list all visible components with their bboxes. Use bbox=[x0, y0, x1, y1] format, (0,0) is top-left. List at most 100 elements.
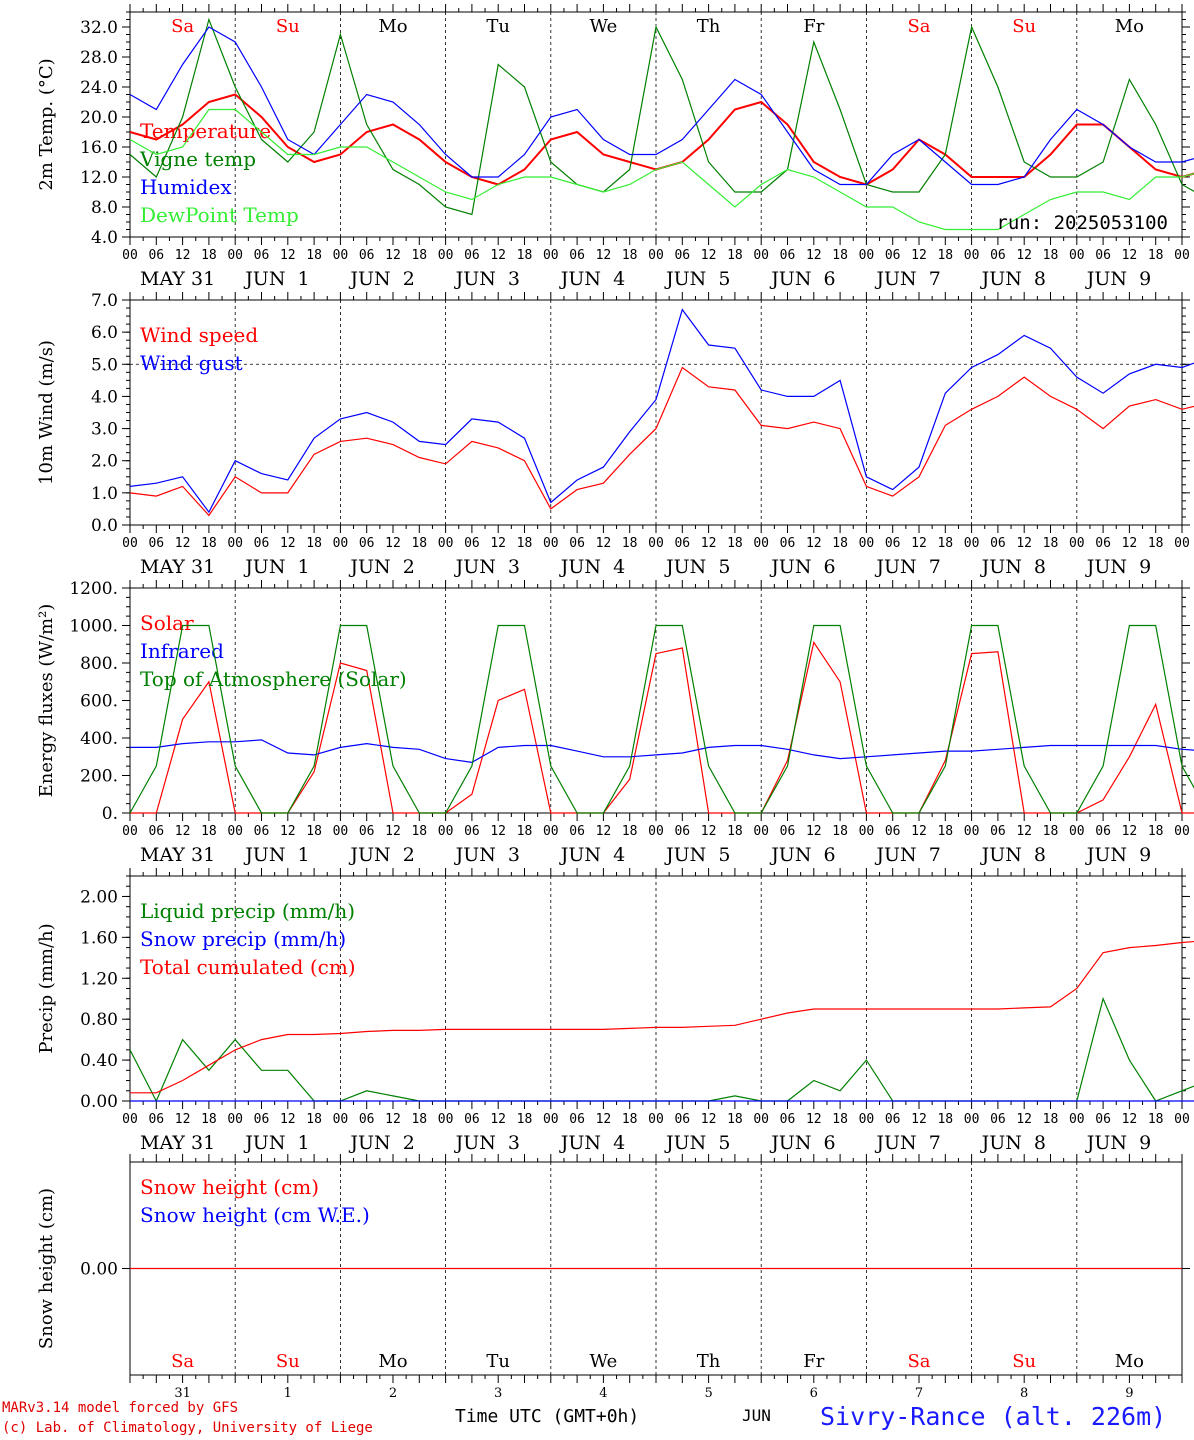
day-name-label: Mo bbox=[1115, 1351, 1144, 1372]
hour-tick-label: 18 bbox=[622, 248, 638, 263]
hour-tick-label: 06 bbox=[569, 824, 585, 839]
y-tick-label: 0. bbox=[102, 804, 118, 824]
hour-tick-label: 12 bbox=[596, 248, 612, 263]
series-line-top-of-atmosphere-solar bbox=[129, 624, 1194, 814]
legend-total-cumulated-cm: Total cumulated (cm) bbox=[140, 955, 356, 979]
day-number-label: 31 bbox=[174, 1386, 191, 1401]
legend-liquid-precip-mm-h: Liquid precip (mm/h) bbox=[140, 899, 355, 923]
hour-tick-label: 00 bbox=[1174, 1112, 1190, 1127]
station-name: Sivry-Rance (alt. 226m) bbox=[820, 1402, 1167, 1431]
hour-tick-label: 06 bbox=[885, 248, 901, 263]
hour-tick-label: 00 bbox=[964, 248, 980, 263]
hour-tick-label: 18 bbox=[517, 1112, 533, 1127]
hour-tick-label: 06 bbox=[569, 248, 585, 263]
day-number-label: 3 bbox=[494, 1386, 502, 1401]
day-name-label: Mo bbox=[378, 16, 407, 37]
date-label: MAY 31 bbox=[140, 1132, 215, 1154]
run-annotation: run: 2025053100 bbox=[996, 212, 1168, 234]
hour-tick-label: 12 bbox=[175, 248, 191, 263]
date-label: JUN 9 bbox=[1085, 1132, 1151, 1154]
y-tick-label: 0.40 bbox=[80, 1051, 118, 1071]
hour-tick-label: 00 bbox=[227, 536, 243, 551]
hour-tick-label: 00 bbox=[1069, 536, 1085, 551]
series-line-total-cumulated-cm bbox=[130, 940, 1194, 1094]
date-label: JUN 1 bbox=[243, 556, 309, 578]
panel-3-frame bbox=[129, 587, 1183, 814]
hour-tick-label: 18 bbox=[1043, 824, 1059, 839]
hour-tick-label: 12 bbox=[1122, 1112, 1138, 1127]
day-name-label: Fr bbox=[803, 16, 824, 37]
hour-tick-label: 18 bbox=[1148, 536, 1164, 551]
hour-tick-label: 00 bbox=[543, 248, 559, 263]
hour-tick-label: 00 bbox=[859, 824, 875, 839]
hour-tick-label: 06 bbox=[780, 1112, 796, 1127]
day-name-label: We bbox=[590, 1351, 618, 1372]
day-number-label: 5 bbox=[704, 1386, 712, 1401]
day-name-label: Sa bbox=[907, 1351, 930, 1372]
hour-tick-label: 00 bbox=[333, 824, 349, 839]
hour-tick-label: 18 bbox=[832, 536, 848, 551]
hour-tick-label: 18 bbox=[937, 536, 953, 551]
legend-dewpoint-temp: DewPoint Temp bbox=[140, 203, 299, 227]
hour-tick-label: 12 bbox=[911, 536, 927, 551]
hour-tick-label: 18 bbox=[1043, 248, 1059, 263]
hour-tick-label: 00 bbox=[333, 248, 349, 263]
hour-tick-label: 12 bbox=[806, 824, 822, 839]
day-number-label: 8 bbox=[1020, 1386, 1028, 1401]
hour-tick-label: 00 bbox=[543, 824, 559, 839]
hour-tick-label: 18 bbox=[306, 536, 322, 551]
hour-tick-label: 00 bbox=[438, 536, 454, 551]
hour-tick-label: 06 bbox=[780, 536, 796, 551]
hour-tick-label: 00 bbox=[333, 536, 349, 551]
date-label: JUN 5 bbox=[664, 1132, 730, 1154]
day-number-label: 1 bbox=[284, 1386, 292, 1401]
legend-snow-height-cm: Snow height (cm) bbox=[140, 1175, 319, 1199]
date-label: JUN 8 bbox=[980, 1132, 1046, 1154]
hour-tick-label: 00 bbox=[438, 248, 454, 263]
hour-tick-label: 12 bbox=[1016, 1112, 1032, 1127]
hour-tick-label: 00 bbox=[227, 248, 243, 263]
day-name-label: Su bbox=[1012, 1351, 1036, 1372]
legend-wind-speed: Wind speed bbox=[140, 323, 258, 347]
y-tick-label: 3.0 bbox=[91, 420, 118, 440]
hour-tick-label: 12 bbox=[701, 536, 717, 551]
day-name-label: Sa bbox=[171, 1351, 194, 1372]
date-label: JUN 2 bbox=[348, 844, 414, 866]
hour-tick-label: 06 bbox=[674, 248, 690, 263]
y-axis-label: Energy fluxes (W/m²) bbox=[36, 604, 57, 798]
day-name-label: Tu bbox=[486, 16, 510, 37]
date-label: JUN 9 bbox=[1085, 268, 1151, 290]
hour-tick-label: 06 bbox=[569, 536, 585, 551]
hour-tick-label: 18 bbox=[727, 536, 743, 551]
hour-tick-label: 18 bbox=[306, 824, 322, 839]
date-label: JUN 7 bbox=[874, 268, 940, 290]
hour-tick-label: 06 bbox=[885, 824, 901, 839]
hour-tick-label: 18 bbox=[201, 536, 217, 551]
y-tick-label: 2.0 bbox=[91, 452, 118, 472]
hour-tick-label: 00 bbox=[122, 248, 138, 263]
hour-tick-label: 00 bbox=[859, 248, 875, 263]
day-name-label: Th bbox=[697, 16, 721, 37]
hour-tick-label: 18 bbox=[1043, 1112, 1059, 1127]
hour-tick-label: 12 bbox=[806, 1112, 822, 1127]
hour-tick-label: 06 bbox=[990, 536, 1006, 551]
date-label: JUN 1 bbox=[243, 1132, 309, 1154]
hour-tick-label: 06 bbox=[464, 824, 480, 839]
hour-tick-label: 18 bbox=[306, 248, 322, 263]
hour-tick-label: 12 bbox=[1122, 536, 1138, 551]
hour-tick-label: 06 bbox=[359, 824, 375, 839]
date-label: JUN 3 bbox=[454, 844, 520, 866]
y-tick-label: 7.0 bbox=[91, 291, 118, 311]
hour-tick-label: 12 bbox=[1122, 248, 1138, 263]
hour-tick-label: 18 bbox=[201, 1112, 217, 1127]
y-tick-label: 400. bbox=[80, 729, 118, 749]
hour-tick-label: 06 bbox=[569, 1112, 585, 1127]
legend-snow-precip-mm-h: Snow precip (mm/h) bbox=[140, 927, 346, 951]
hour-tick-label: 06 bbox=[148, 248, 164, 263]
hour-tick-label: 06 bbox=[254, 824, 270, 839]
date-label: JUN 2 bbox=[348, 1132, 414, 1154]
hour-tick-label: 12 bbox=[280, 536, 296, 551]
legend-infrared: Infrared bbox=[140, 639, 224, 663]
hour-tick-label: 06 bbox=[254, 1112, 270, 1127]
